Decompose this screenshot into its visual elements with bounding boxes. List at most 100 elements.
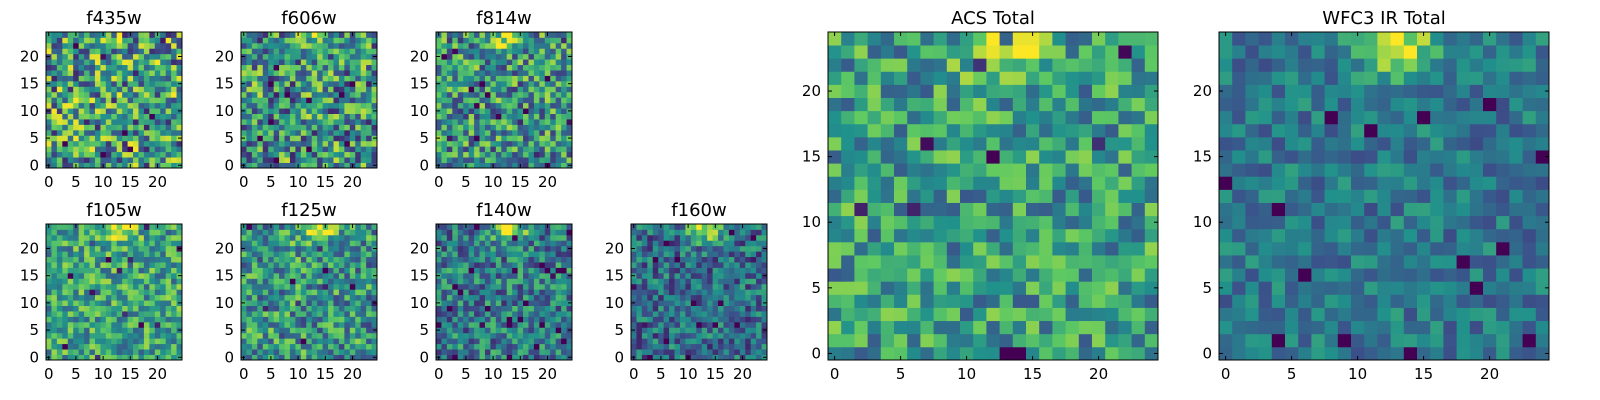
heatmap-cell	[268, 91, 275, 98]
heatmap-cell	[371, 48, 378, 55]
heatmap-cell	[51, 251, 58, 258]
heatmap-cell	[723, 240, 730, 247]
heatmap-cell	[652, 316, 659, 323]
heatmap-cell	[122, 102, 128, 109]
heatmap-cell	[94, 283, 101, 290]
heatmap-cell	[506, 32, 513, 38]
heatmap-cell	[452, 162, 459, 169]
heatmap-cell	[262, 37, 269, 44]
heatmap-cell	[452, 278, 459, 285]
heatmap-cell	[463, 124, 470, 131]
heatmap-cell	[523, 278, 529, 285]
heatmap-cell	[355, 354, 362, 361]
heatmap-cell	[523, 343, 529, 350]
heatmap-cell	[251, 321, 258, 328]
heatmap-cell	[544, 262, 551, 268]
heatmap-cell	[333, 42, 340, 49]
heatmap-cell	[745, 234, 752, 241]
heatmap-cell	[56, 113, 63, 120]
heatmap-cell	[756, 224, 762, 230]
heatmap-cell	[495, 124, 502, 131]
heatmap-cell	[289, 42, 296, 49]
heatmap-cell	[490, 86, 497, 93]
heatmap-cell	[73, 256, 80, 263]
heatmap-cell	[501, 135, 508, 142]
heatmap-cell	[566, 129, 573, 136]
heatmap-cell	[371, 124, 378, 131]
heatmap-cell	[344, 278, 351, 285]
heatmap-cell	[495, 53, 502, 60]
heatmap-cell	[122, 140, 128, 147]
heatmap-cell	[631, 229, 637, 236]
heatmap-cell	[441, 354, 448, 361]
heatmap-cell	[663, 224, 670, 230]
heatmap-cell	[262, 300, 269, 306]
heatmap-cell	[712, 305, 719, 312]
heatmap-cell	[712, 338, 719, 345]
heatmap-cell	[67, 53, 74, 60]
heatmap-cell	[457, 70, 464, 76]
heatmap-cell	[349, 135, 356, 142]
heatmap-cell	[268, 234, 275, 241]
heatmap-cell	[756, 327, 762, 334]
heatmap-cell	[344, 262, 351, 268]
heatmap-cell	[349, 229, 356, 236]
heatmap-cell	[641, 316, 648, 323]
heatmap-cell	[94, 289, 101, 296]
heatmap-cell	[122, 256, 128, 263]
heatmap-cell	[165, 349, 172, 355]
heatmap-cell	[67, 234, 74, 241]
heatmap-cell	[441, 256, 448, 263]
heatmap-cell	[457, 338, 464, 345]
heatmap-cell	[550, 224, 557, 230]
heatmap-cell	[761, 294, 768, 301]
heatmap-cell	[94, 135, 101, 142]
heatmap-cell	[67, 157, 74, 163]
heatmap-cell	[750, 240, 757, 247]
heatmap-cell	[338, 316, 345, 323]
heatmap-cell	[295, 321, 302, 328]
heatmap-cell	[338, 338, 345, 345]
heatmap-cell	[1144, 255, 1159, 269]
heatmap-cell	[116, 321, 123, 328]
heatmap-cell	[360, 343, 367, 350]
heatmap-cell	[1052, 346, 1066, 361]
x-tick-label: 0	[629, 365, 639, 383]
heatmap-cell	[561, 162, 567, 169]
heatmap-cell	[73, 278, 80, 285]
heatmap-cell	[647, 283, 654, 290]
heatmap-cell	[512, 343, 518, 350]
heatmap-cell	[322, 53, 329, 60]
heatmap-cell	[490, 338, 497, 345]
heatmap-cell	[349, 332, 356, 339]
y-tick-label: 10	[20, 294, 39, 312]
heatmap-cell	[539, 343, 546, 350]
heatmap-cell	[707, 278, 713, 285]
heatmap-cell	[517, 272, 524, 279]
heatmap-cell	[1092, 189, 1106, 203]
heatmap-cell	[138, 146, 145, 153]
heatmap-cell	[436, 146, 442, 153]
heatmap-cell	[62, 332, 69, 339]
heatmap-cell	[441, 70, 448, 76]
heatmap-cell	[251, 272, 258, 279]
heatmap-cell	[679, 234, 686, 241]
heatmap-cell	[1078, 202, 1093, 217]
heatmap-cell	[111, 332, 118, 339]
heatmap-cell	[479, 162, 486, 169]
heatmap-cell	[333, 64, 340, 71]
heatmap-cell	[160, 135, 167, 142]
heatmap-cell	[149, 262, 156, 268]
heatmap-cell	[338, 86, 345, 93]
heatmap-cell	[360, 140, 367, 147]
heatmap-cell	[479, 70, 486, 76]
heatmap-cell	[484, 267, 491, 274]
heatmap-cell	[436, 305, 442, 312]
heatmap-cell	[360, 80, 367, 87]
heatmap-cell	[539, 42, 546, 49]
heatmap-cell	[739, 267, 746, 274]
heatmap-cell	[745, 289, 752, 296]
heatmap-cell	[257, 129, 264, 136]
heatmap-cell	[550, 305, 557, 312]
heatmap-cell	[474, 53, 480, 60]
